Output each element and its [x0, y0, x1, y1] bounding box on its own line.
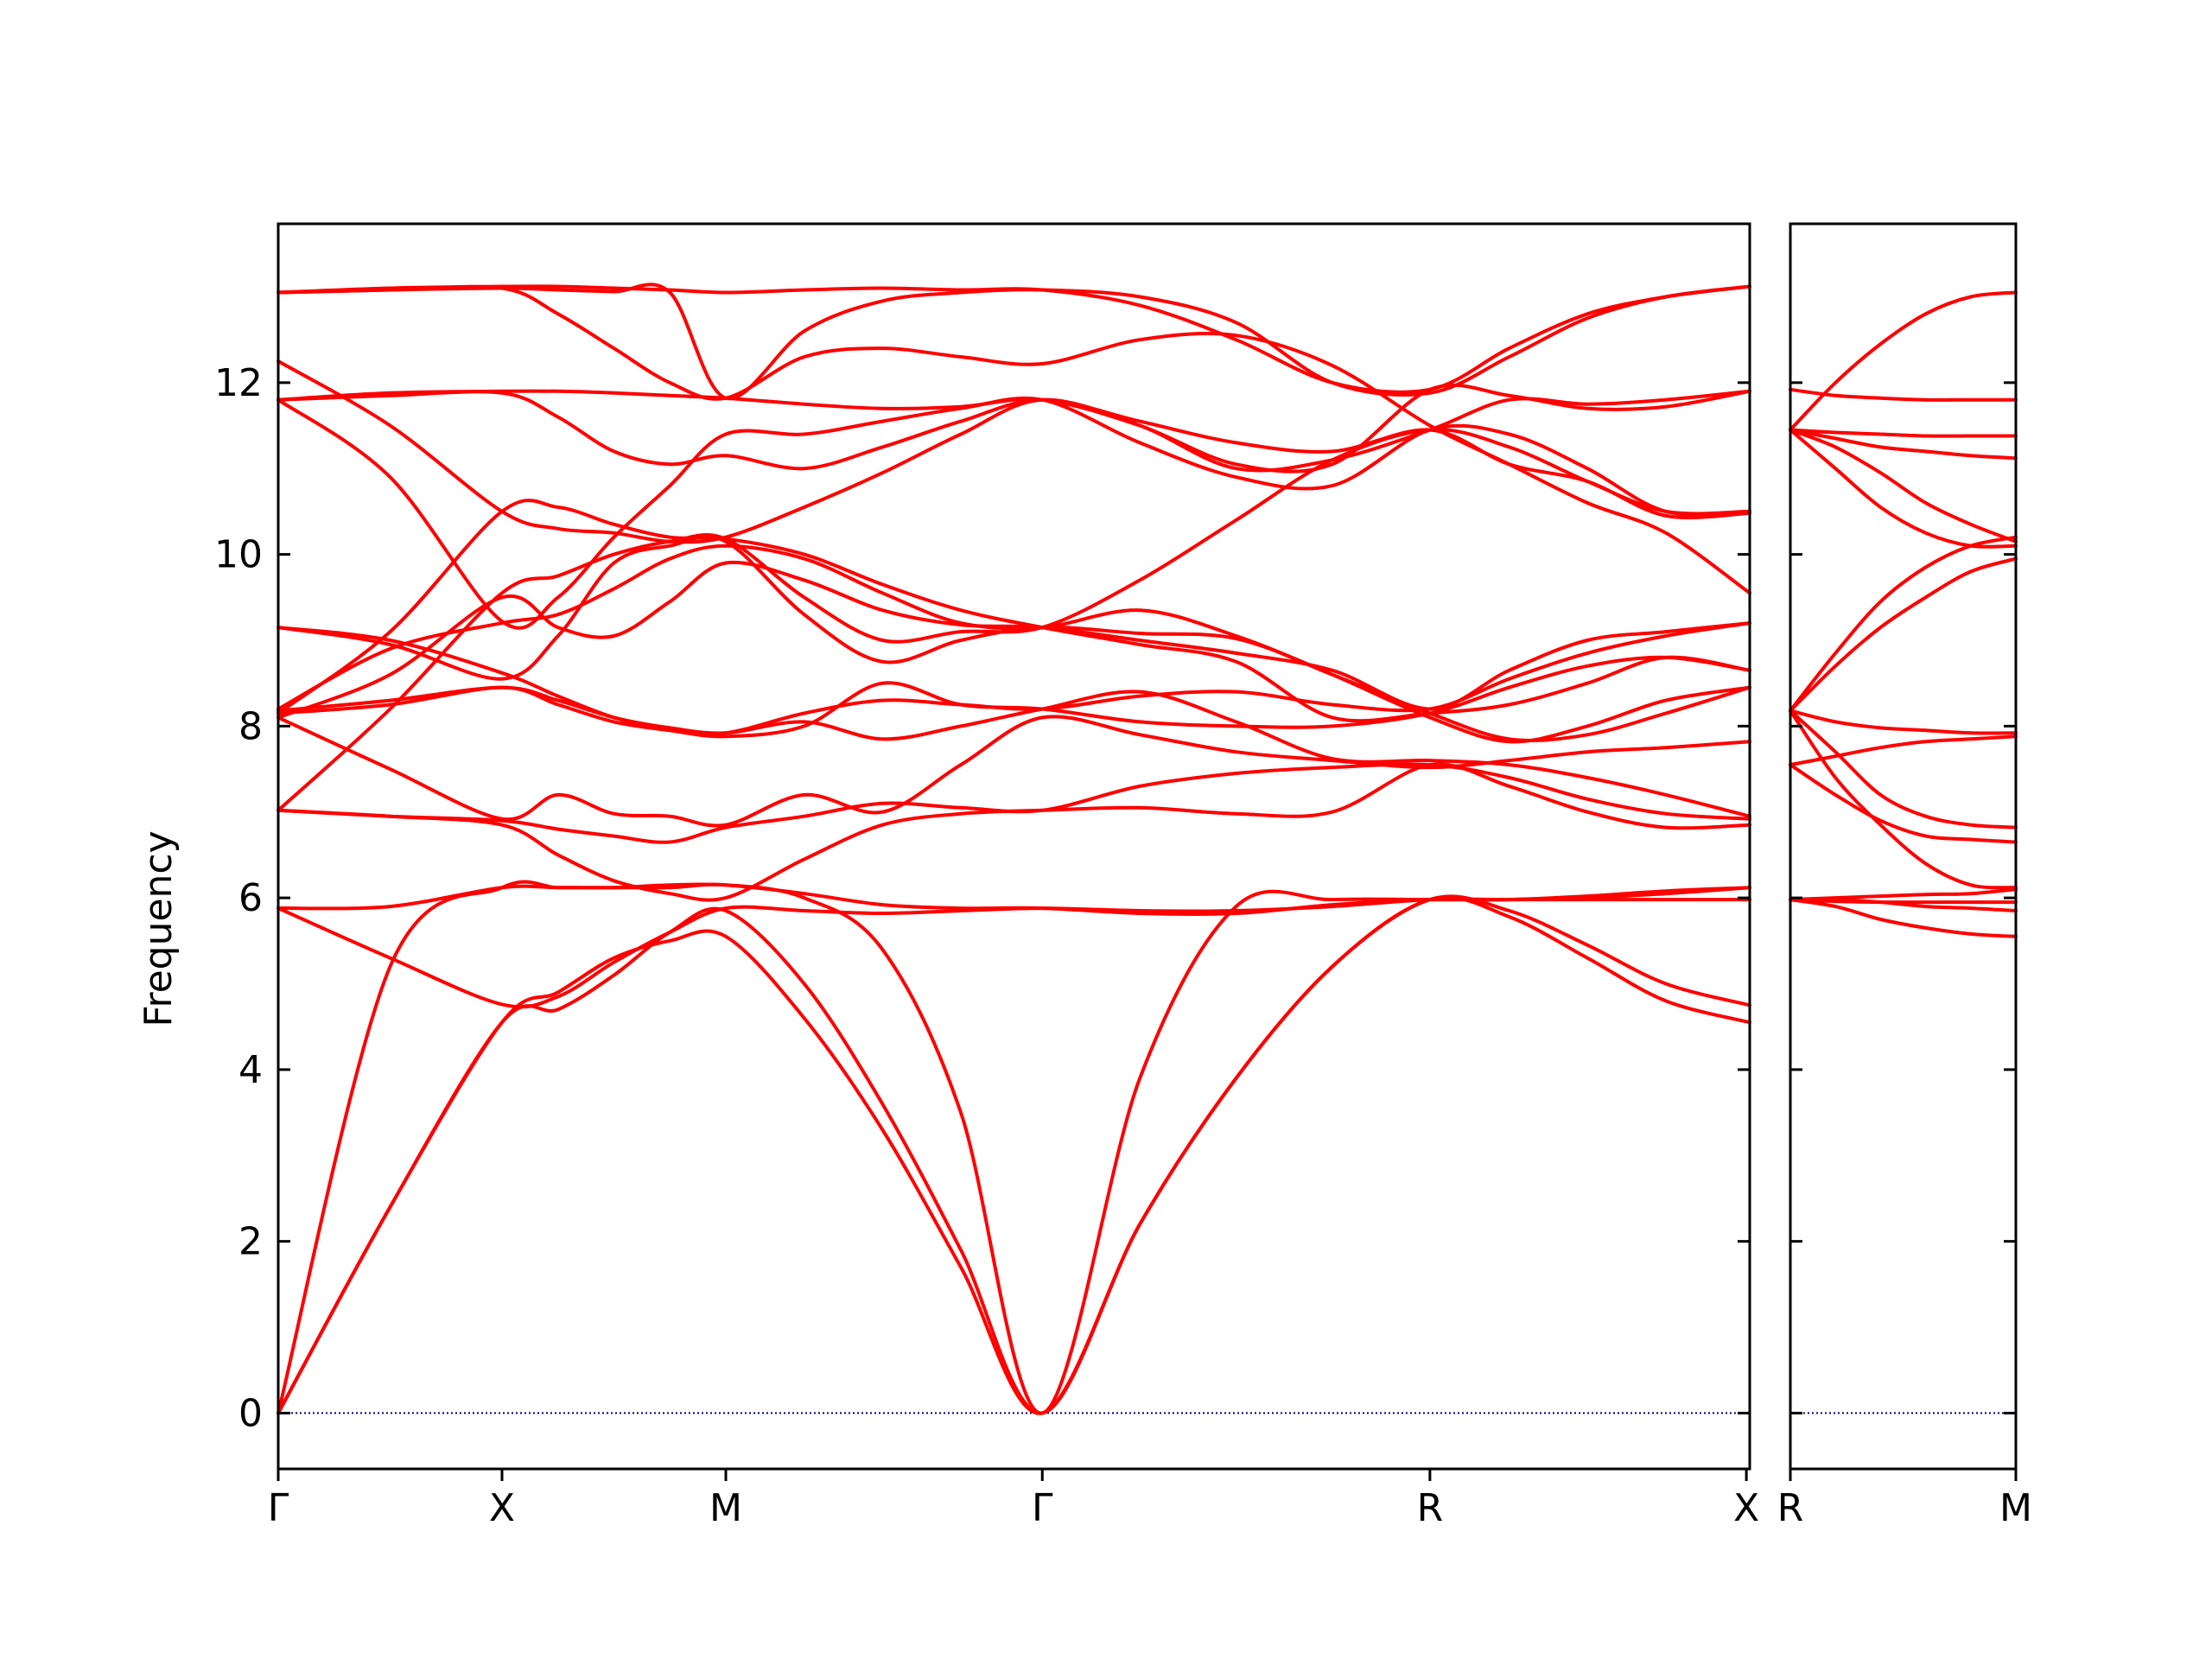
- y-tick-label: 4: [238, 1048, 263, 1092]
- band-11: [276, 621, 1751, 736]
- band-6: [1789, 734, 2018, 767]
- band-1: [1789, 898, 2018, 938]
- band-19: [276, 396, 1751, 630]
- x-tick-label: Γ: [268, 1486, 289, 1530]
- axes-frame: [1789, 222, 2018, 1471]
- band-9: [276, 685, 1751, 818]
- band-15: [1789, 428, 2018, 461]
- band-9: [1789, 709, 2018, 735]
- band-12: [1789, 428, 2018, 549]
- y-tick-label: 0: [238, 1391, 263, 1435]
- band-12: [276, 535, 1751, 742]
- y-tick-label: 10: [214, 533, 263, 577]
- band-5: [1789, 763, 2018, 844]
- y-tick-label: 2: [238, 1220, 263, 1264]
- x-tick-label: M: [1999, 1486, 2032, 1530]
- band-5: [276, 882, 1751, 917]
- band-7: [276, 762, 1751, 844]
- band-20: [276, 383, 1751, 474]
- band-15: [276, 428, 1751, 812]
- band-17: [276, 359, 1751, 544]
- band-21: [276, 284, 1751, 595]
- x-tick-label: R: [1417, 1486, 1444, 1530]
- band-1: [276, 895, 1751, 1415]
- band-14: [1789, 428, 2018, 438]
- band-6: [276, 762, 1751, 902]
- x-tick-label: M: [709, 1486, 742, 1530]
- panel-left: 0 2 4 6 8 10 12 Γ X M Γ R X: [214, 222, 1759, 1530]
- band-23: [276, 284, 1751, 394]
- band-17: [1789, 387, 2018, 402]
- x-tick-label: X: [1733, 1486, 1759, 1530]
- band-4: [1789, 898, 2018, 905]
- y-tick-label: 8: [238, 704, 263, 748]
- x-tick-label: R: [1777, 1486, 1804, 1530]
- band-16: [276, 499, 1751, 723]
- y-tick-label: 12: [214, 361, 263, 405]
- x-tick-label: Γ: [1032, 1486, 1053, 1530]
- band-22: [276, 283, 1751, 401]
- band-8: [276, 715, 1751, 828]
- axes-frame: [276, 222, 1751, 1471]
- band-3: [1789, 887, 2018, 902]
- y-axis-label: Frequency: [137, 830, 181, 1027]
- band-8: [1789, 709, 2018, 830]
- band-16: [1789, 290, 2018, 432]
- band-13: [1789, 428, 2018, 543]
- band-14: [276, 543, 1751, 744]
- band-7: [1789, 709, 2018, 890]
- x-tick-label: X: [489, 1486, 515, 1530]
- band-10: [1789, 556, 2018, 713]
- y-tick-label: 6: [238, 876, 263, 920]
